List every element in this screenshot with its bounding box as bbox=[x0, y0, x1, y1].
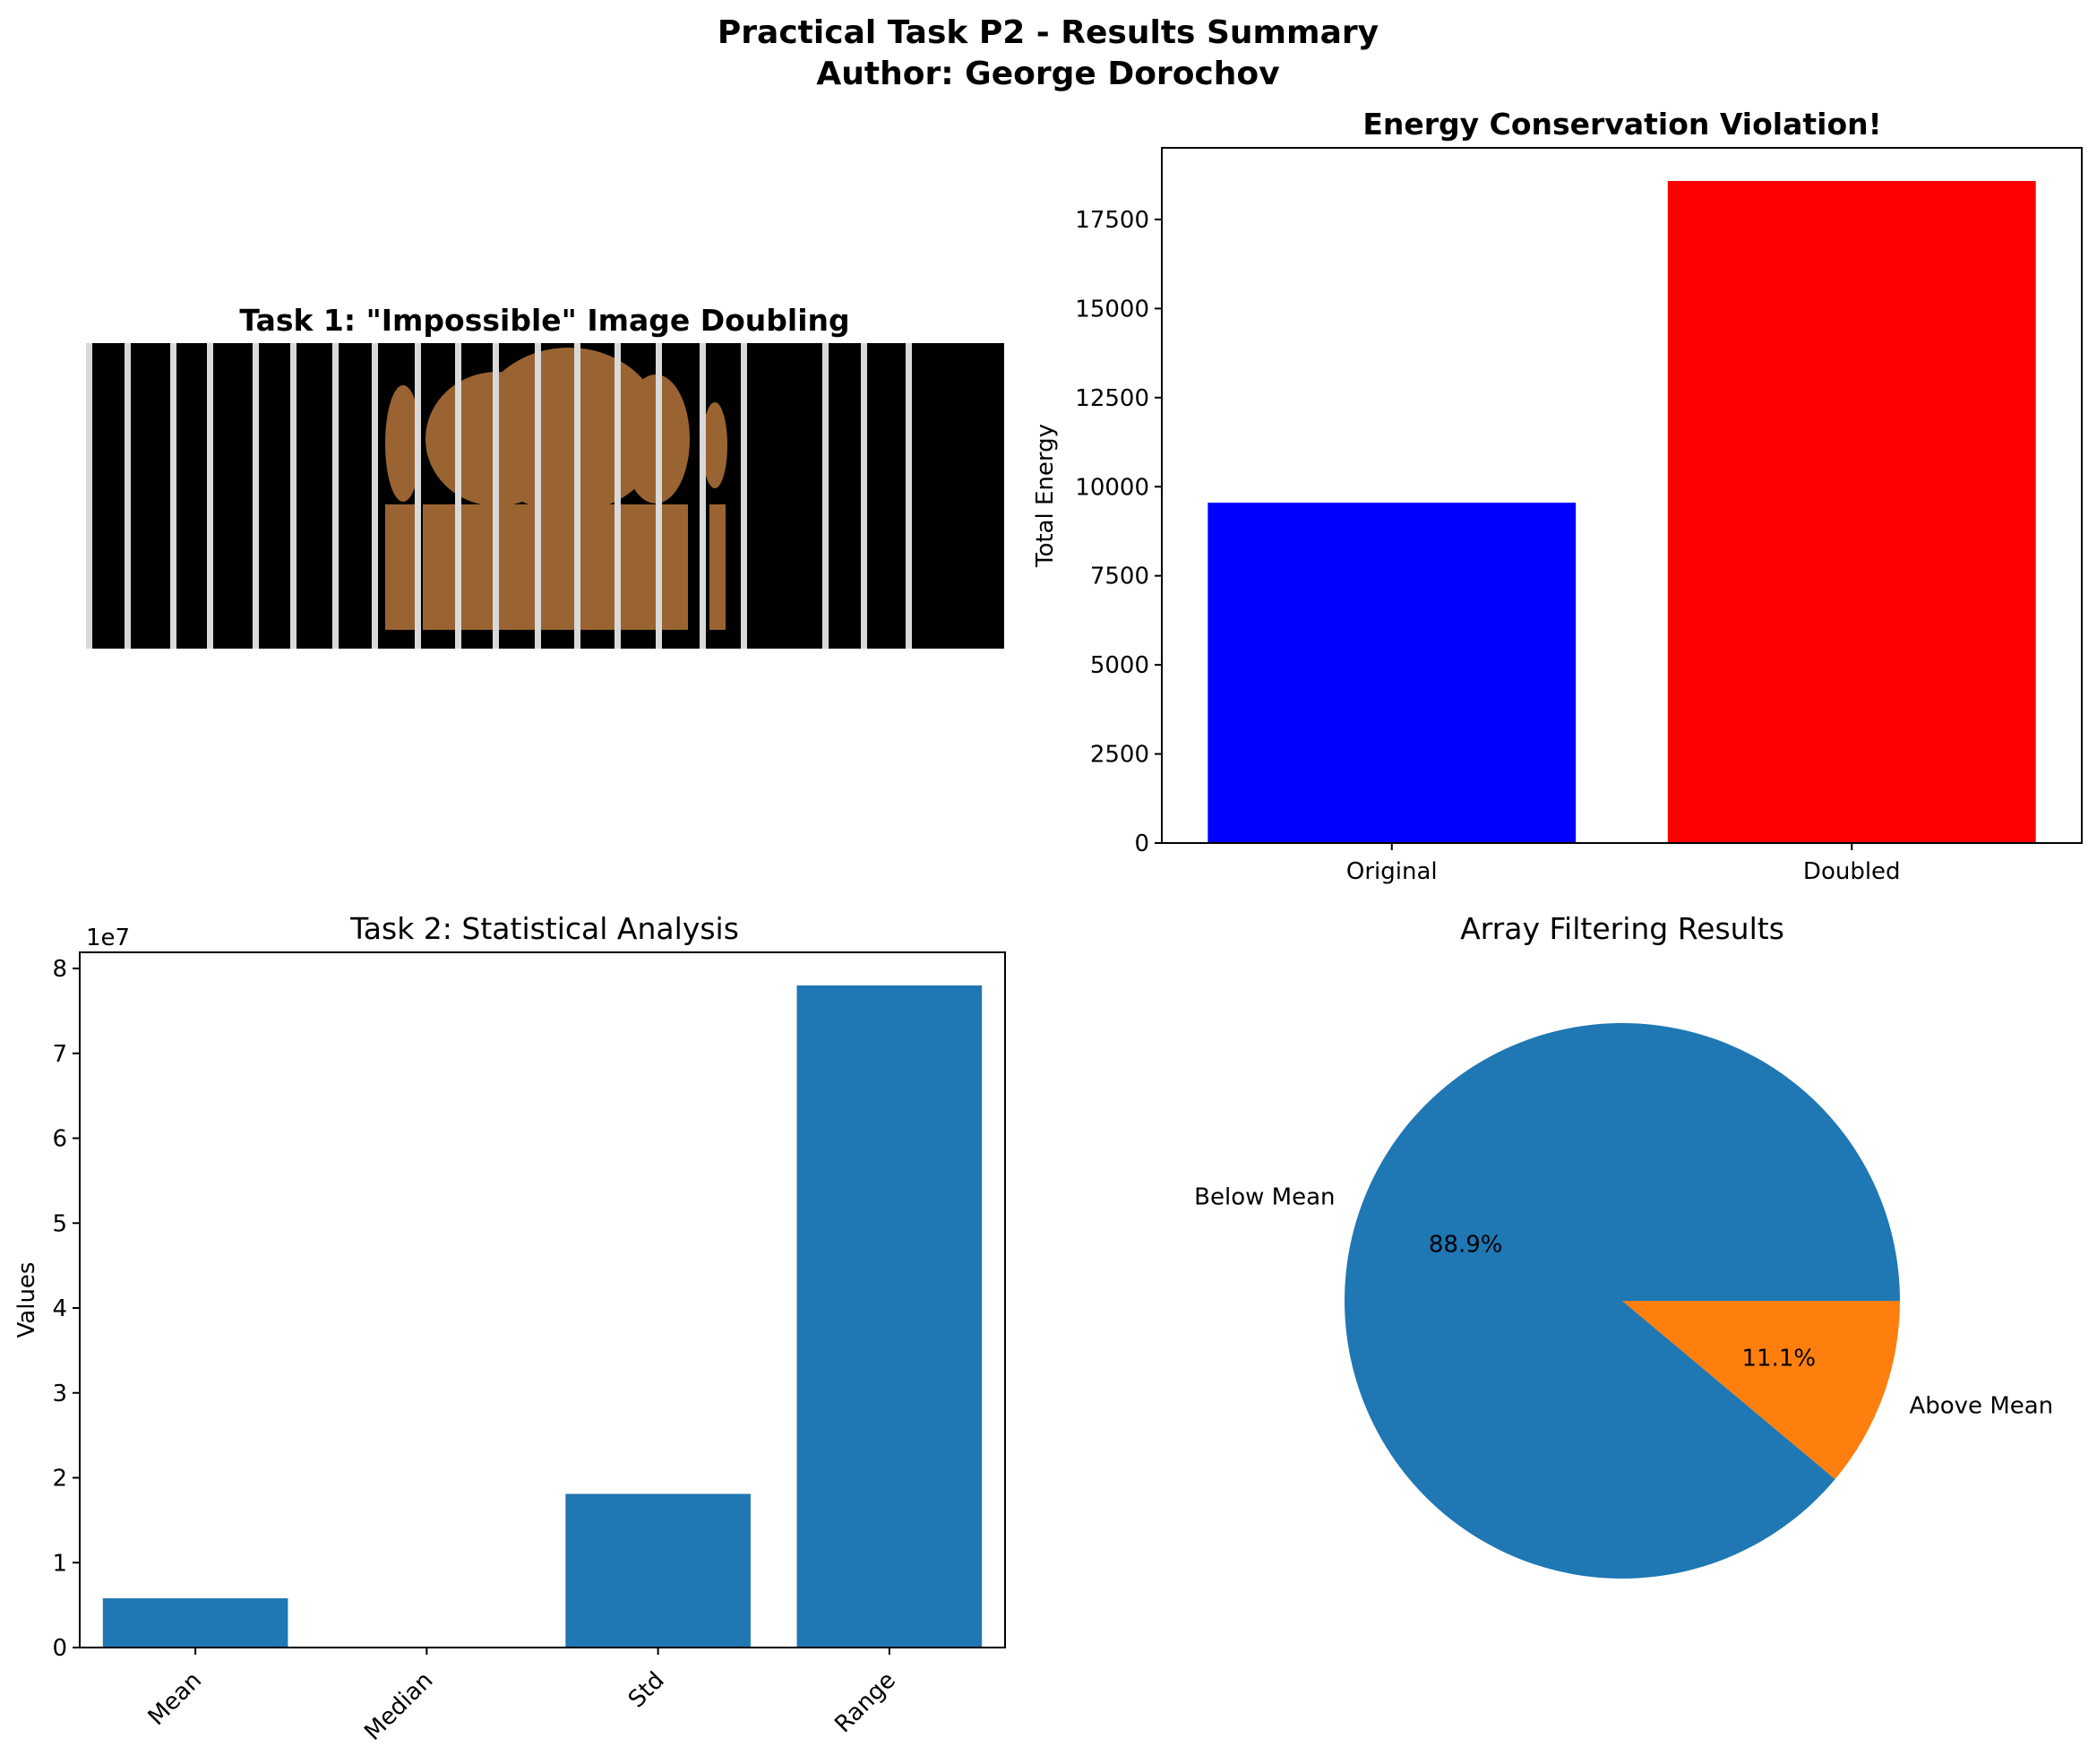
image-stripe bbox=[290, 343, 297, 649]
y-tick-label: 10000 bbox=[1075, 474, 1149, 501]
image-stripe bbox=[86, 343, 92, 649]
image-stripe bbox=[906, 343, 912, 649]
image-stripe bbox=[822, 343, 829, 649]
x-tick-label: Original bbox=[1346, 858, 1438, 885]
stats-chart-title: Task 2: Statistical Analysis bbox=[349, 911, 739, 946]
image-stripe bbox=[574, 343, 580, 649]
image-stripe bbox=[614, 343, 621, 649]
panel-image-doubling: Task 1: "Impossible" Image Doubling bbox=[86, 303, 1004, 649]
y-tick-label: 2500 bbox=[1090, 742, 1149, 769]
image-stripe bbox=[700, 343, 706, 649]
image-stripe bbox=[861, 343, 867, 649]
y-tick-label: 0 bbox=[1134, 830, 1149, 857]
image-object-blob bbox=[702, 402, 727, 488]
figure-title-line2: Author: George Dorochov bbox=[816, 56, 1279, 92]
pie-label: Below Mean bbox=[1194, 1183, 1335, 1210]
bar-range bbox=[796, 985, 983, 1648]
image-stripe bbox=[535, 343, 541, 649]
image-stripe bbox=[332, 343, 339, 649]
pie-label: Above Mean bbox=[1909, 1393, 2053, 1420]
image-stripe bbox=[656, 343, 662, 649]
y-tick-label: 17500 bbox=[1075, 207, 1149, 234]
y-tick-label: 8 bbox=[52, 956, 67, 983]
image-object-blob bbox=[385, 385, 421, 502]
image-object-block bbox=[423, 504, 688, 630]
stats-y-axis-label: Values bbox=[13, 1262, 40, 1338]
energy-axis-ticks: Original Doubled 0 2500 5000 7500 10000 12500 15… bbox=[1075, 207, 1900, 885]
image-stripe bbox=[207, 343, 213, 649]
panel-image-title: Task 1: "Impossible" Image Doubling bbox=[239, 303, 849, 338]
stats-axes-frame bbox=[79, 951, 1006, 1648]
panel-energy-chart: Energy Conservation Violation! Original D… bbox=[1032, 107, 2083, 885]
y-tick-label: 15000 bbox=[1075, 296, 1149, 323]
doubled-image bbox=[86, 343, 1004, 649]
image-stripe bbox=[170, 343, 176, 649]
y-tick-label: 5 bbox=[52, 1210, 67, 1237]
y-tick-label: 2 bbox=[52, 1466, 67, 1493]
image-object-block bbox=[709, 504, 726, 630]
y-tick-label: 7500 bbox=[1090, 564, 1149, 590]
figure-title-line1: Practical Task P2 - Results Summary bbox=[718, 14, 1379, 51]
pie-chart-title: Array Filtering Results bbox=[1460, 911, 1784, 946]
image-stripe bbox=[415, 343, 421, 649]
bar-mean bbox=[102, 1598, 288, 1648]
image-stripe bbox=[741, 343, 747, 649]
bar-original bbox=[1207, 503, 1577, 843]
stats-chart-marks bbox=[102, 985, 983, 1648]
energy-axes-frame bbox=[1161, 147, 2083, 844]
image-object-block bbox=[385, 504, 419, 630]
pie-slice-below-mean bbox=[1344, 1023, 1900, 1579]
bar-std bbox=[565, 1493, 751, 1648]
y-tick-label: 0 bbox=[52, 1635, 67, 1662]
y-tick-label: 12500 bbox=[1075, 385, 1149, 412]
x-tick-label: Doubled bbox=[1803, 858, 1901, 885]
pie-chart-marks: Below Mean 88.9% Above Mean 11.1% bbox=[1194, 1023, 2053, 1579]
pie-percent-label: 88.9% bbox=[1429, 1231, 1503, 1258]
energy-y-axis-label: Total Energy bbox=[1032, 424, 1059, 568]
energy-chart-title: Energy Conservation Violation! bbox=[1362, 107, 1881, 142]
image-stripe bbox=[455, 343, 461, 649]
y-tick-label: 1 bbox=[52, 1550, 67, 1577]
y-tick-label: 5000 bbox=[1090, 652, 1149, 679]
energy-chart-marks bbox=[1207, 180, 2036, 844]
image-stripe bbox=[372, 343, 378, 649]
y-tick-label: 7 bbox=[52, 1041, 67, 1068]
image-stripe bbox=[253, 343, 259, 649]
image-stripe bbox=[493, 343, 499, 649]
image-stripe bbox=[125, 343, 131, 649]
bar-doubled bbox=[1667, 180, 2036, 844]
pie-slice-above-mean bbox=[1622, 1301, 1900, 1480]
stats-y-offset-label: 1e7 bbox=[86, 925, 130, 951]
y-tick-label: 6 bbox=[52, 1126, 67, 1153]
y-tick-label: 4 bbox=[52, 1295, 67, 1322]
panel-pie-chart: Array Filtering Results Below Mean 88.9% A… bbox=[1194, 911, 2053, 1579]
y-tick-label: 3 bbox=[52, 1381, 67, 1407]
pie-percent-label: 11.1% bbox=[1742, 1346, 1817, 1372]
